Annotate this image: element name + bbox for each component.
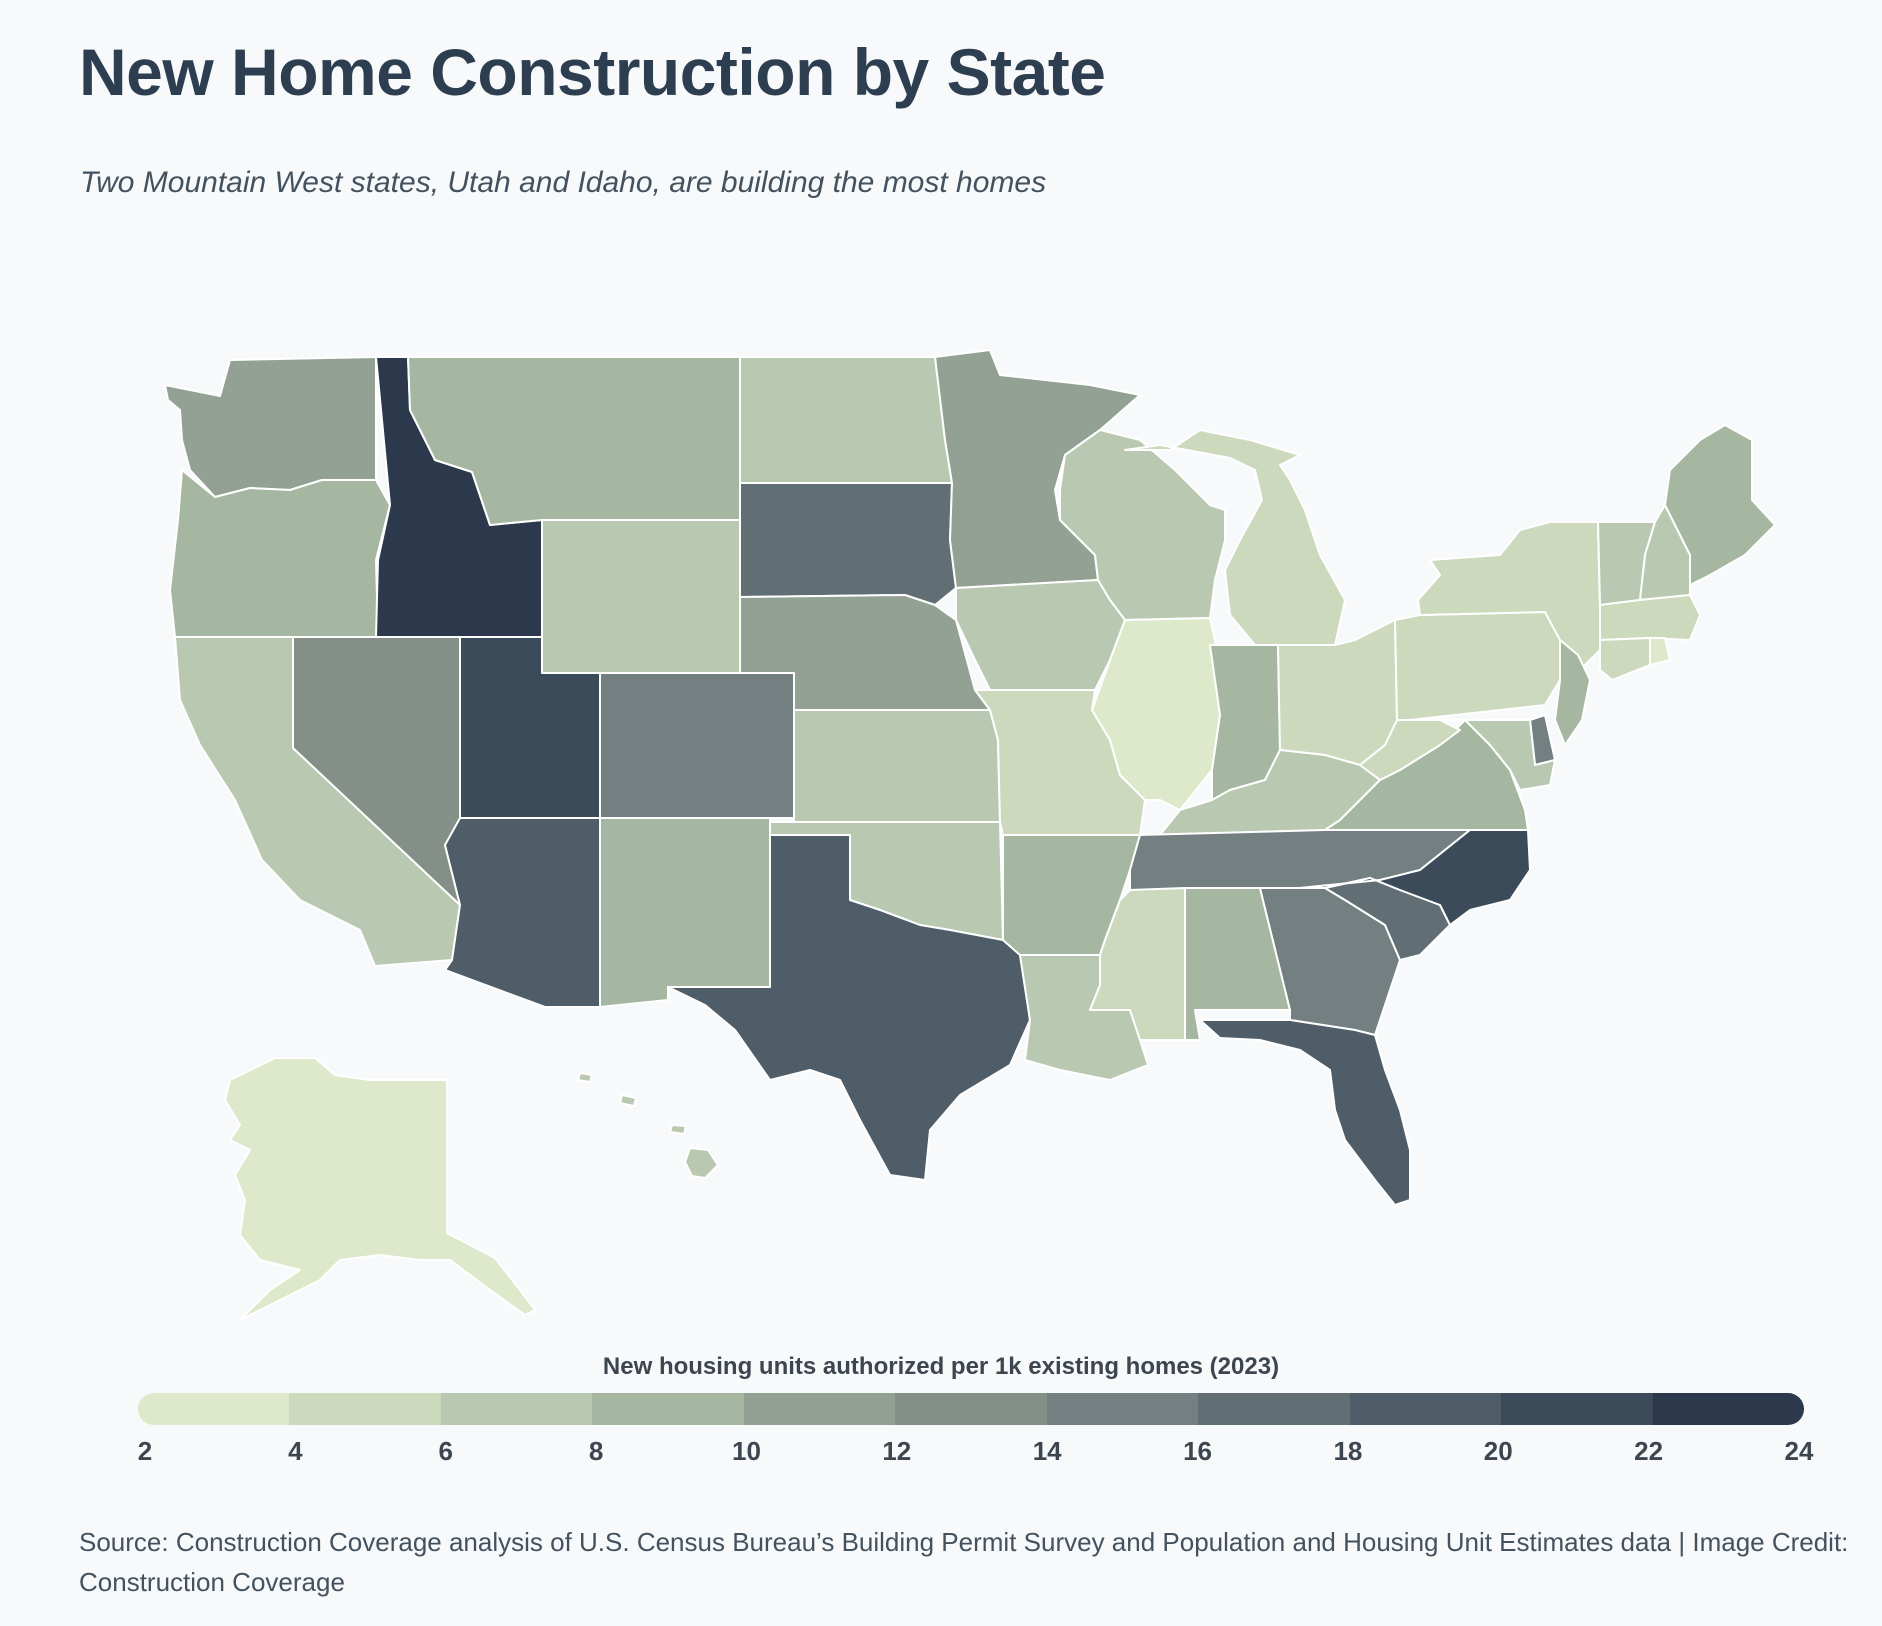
state-WA[interactable] <box>164 356 377 498</box>
us-choropleth-map <box>164 349 1776 1321</box>
state-NC[interactable] <box>1299 829 1531 926</box>
legend-tick-label: 14 <box>1032 1436 1062 1466</box>
legend-bin-10-12 <box>743 1393 896 1425</box>
legend-bin-6-8 <box>440 1393 593 1425</box>
state-IL[interactable] <box>1091 617 1221 811</box>
legend-tick-label: 18 <box>1333 1436 1363 1466</box>
legend-bin-8-10 <box>592 1393 744 1425</box>
state-ND[interactable] <box>739 356 953 484</box>
state-CO[interactable] <box>599 672 795 819</box>
state-NJ[interactable] <box>1554 639 1591 746</box>
legend-tick-label: 20 <box>1483 1436 1513 1466</box>
state-WI[interactable] <box>1059 429 1226 621</box>
legend-tick-label: 6 <box>438 1436 453 1466</box>
state-AZ[interactable] <box>444 817 601 1008</box>
state-NM[interactable] <box>599 817 771 1008</box>
legend-tick-label: 24 <box>1784 1436 1814 1466</box>
legend-tick-label: 16 <box>1183 1436 1212 1466</box>
legend-color-scale <box>138 1393 1804 1425</box>
legend-title: New housing units authorized per 1k exis… <box>602 1353 1280 1380</box>
state-WY[interactable] <box>541 519 741 674</box>
state-TX[interactable] <box>667 834 1031 1181</box>
legend-tick-label: 12 <box>882 1436 912 1466</box>
legend-tick-label: 10 <box>731 1436 761 1466</box>
legend-bin-4-6 <box>289 1393 441 1425</box>
state-MI[interactable] <box>1124 429 1346 646</box>
page-title: New Home Construction by State <box>79 35 1106 109</box>
legend-bin-14-16 <box>1046 1393 1199 1425</box>
state-IA[interactable] <box>955 579 1126 691</box>
legend-bin-16-18 <box>1198 1393 1350 1425</box>
state-AK[interactable] <box>224 1057 536 1321</box>
state-SD[interactable] <box>739 482 957 606</box>
legend-tick-label: 8 <box>588 1436 604 1466</box>
legend-tick-labels: 2 4 6 8 10 12 14 16 18 20 22 24 <box>0 1436 1882 1466</box>
state-PA[interactable] <box>1394 611 1561 721</box>
state-RI[interactable] <box>1649 637 1671 666</box>
legend-bin-12-14 <box>895 1393 1047 1425</box>
source-credit: Source: Construction Coverage analysis o… <box>79 1527 1849 1597</box>
state-WV[interactable] <box>1359 719 1461 781</box>
legend-tick-label: 22 <box>1634 1436 1664 1466</box>
state-MN[interactable] <box>934 349 1141 589</box>
state-OR[interactable] <box>169 469 391 638</box>
legend-tick-label: 4 <box>288 1436 303 1466</box>
legend-tick-label: 2 <box>137 1436 153 1466</box>
state-HI[interactable] <box>577 1072 719 1179</box>
legend-bin-2-4 <box>138 1393 290 1425</box>
page-subtitle: Two Mountain West states, Utah and Idaho… <box>80 166 1047 199</box>
state-CT[interactable] <box>1599 637 1651 681</box>
state-KS[interactable] <box>793 709 1001 823</box>
legend-bin-18-20 <box>1349 1393 1502 1425</box>
state-FL[interactable] <box>1199 1019 1411 1206</box>
legend-bin-22-24 <box>1652 1393 1804 1425</box>
legend-bin-20-22 <box>1501 1393 1653 1425</box>
state-ME[interactable] <box>1664 424 1776 586</box>
state-MD[interactable] <box>1419 719 1556 791</box>
